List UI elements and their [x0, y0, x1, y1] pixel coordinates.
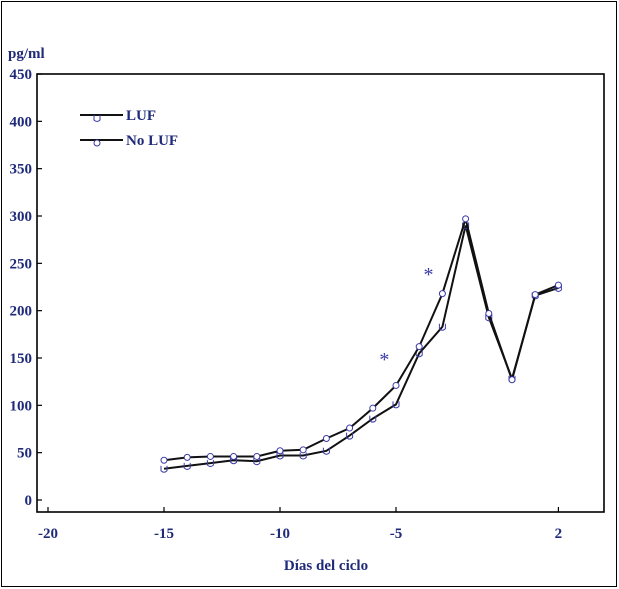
data-point: [531, 292, 539, 300]
x-tick-label: 2: [555, 526, 563, 542]
y-tick-label: 150: [10, 351, 33, 367]
data-point: [438, 323, 446, 331]
data-point: [322, 434, 330, 442]
legend-label: No LUF: [126, 133, 178, 149]
data-point: [322, 447, 330, 455]
y-tick-label: 250: [10, 256, 33, 272]
data-point: [346, 424, 354, 432]
legend: LUF No LUF: [80, 108, 178, 149]
data-point: [160, 456, 168, 464]
plot-area: [36, 73, 605, 513]
data-point: [531, 291, 539, 299]
significance-marker: *: [423, 264, 433, 286]
y-tick-label: 450: [10, 67, 33, 83]
y-tick-label: 200: [10, 304, 33, 320]
data-point: [369, 415, 377, 423]
data-point: [160, 465, 168, 473]
x-tick-label: -10: [270, 526, 290, 542]
data-point: [276, 452, 284, 460]
data-point: [462, 215, 470, 223]
data-point: [183, 453, 191, 461]
data-point: [346, 432, 354, 440]
y-tick-label: 100: [10, 398, 33, 414]
data-point: [206, 452, 214, 460]
data-point: [392, 401, 400, 409]
data-point: [415, 350, 423, 358]
data-point: [369, 404, 377, 412]
legend-marker: [93, 115, 101, 122]
data-point: [508, 376, 516, 384]
series-line: [163, 225, 559, 470]
y-tick-label: 400: [10, 114, 33, 130]
y-tick-label: 300: [10, 209, 33, 225]
significance-marker: *: [379, 349, 389, 371]
data-point: [299, 452, 307, 460]
data-point: [299, 446, 307, 454]
x-tick-label: -20: [38, 526, 58, 542]
y-axis-label: pg/ml: [8, 46, 45, 62]
legend-marker: [93, 139, 101, 147]
data-point: [438, 290, 446, 298]
x-tick-label: -15: [154, 526, 174, 542]
series-line: [163, 215, 559, 462]
data-point: [253, 458, 261, 466]
series-layer: [160, 215, 562, 473]
legend-label: LUF: [126, 108, 156, 124]
data-point: [253, 452, 261, 460]
x-axis-label: Días del ciclo: [284, 558, 368, 574]
data-point: [554, 281, 562, 289]
y-tick-label: 50: [17, 446, 32, 462]
data-point: [206, 460, 214, 468]
axis-ticks: 0 50 100 150 200 250 300 350 400 450 -20 -15 -10 -5 2: [10, 67, 563, 542]
data-point: [230, 452, 238, 460]
annotations: **: [379, 264, 433, 371]
x-tick-label: -5: [390, 526, 403, 542]
y-tick-label: 0: [25, 493, 33, 509]
y-tick-label: 350: [10, 162, 33, 178]
data-point: [392, 381, 400, 389]
data-point: [415, 343, 423, 351]
data-point: [230, 457, 238, 465]
data-point: [183, 462, 191, 470]
data-point: [276, 447, 284, 455]
data-point: [485, 310, 493, 318]
data-point: [554, 284, 562, 292]
